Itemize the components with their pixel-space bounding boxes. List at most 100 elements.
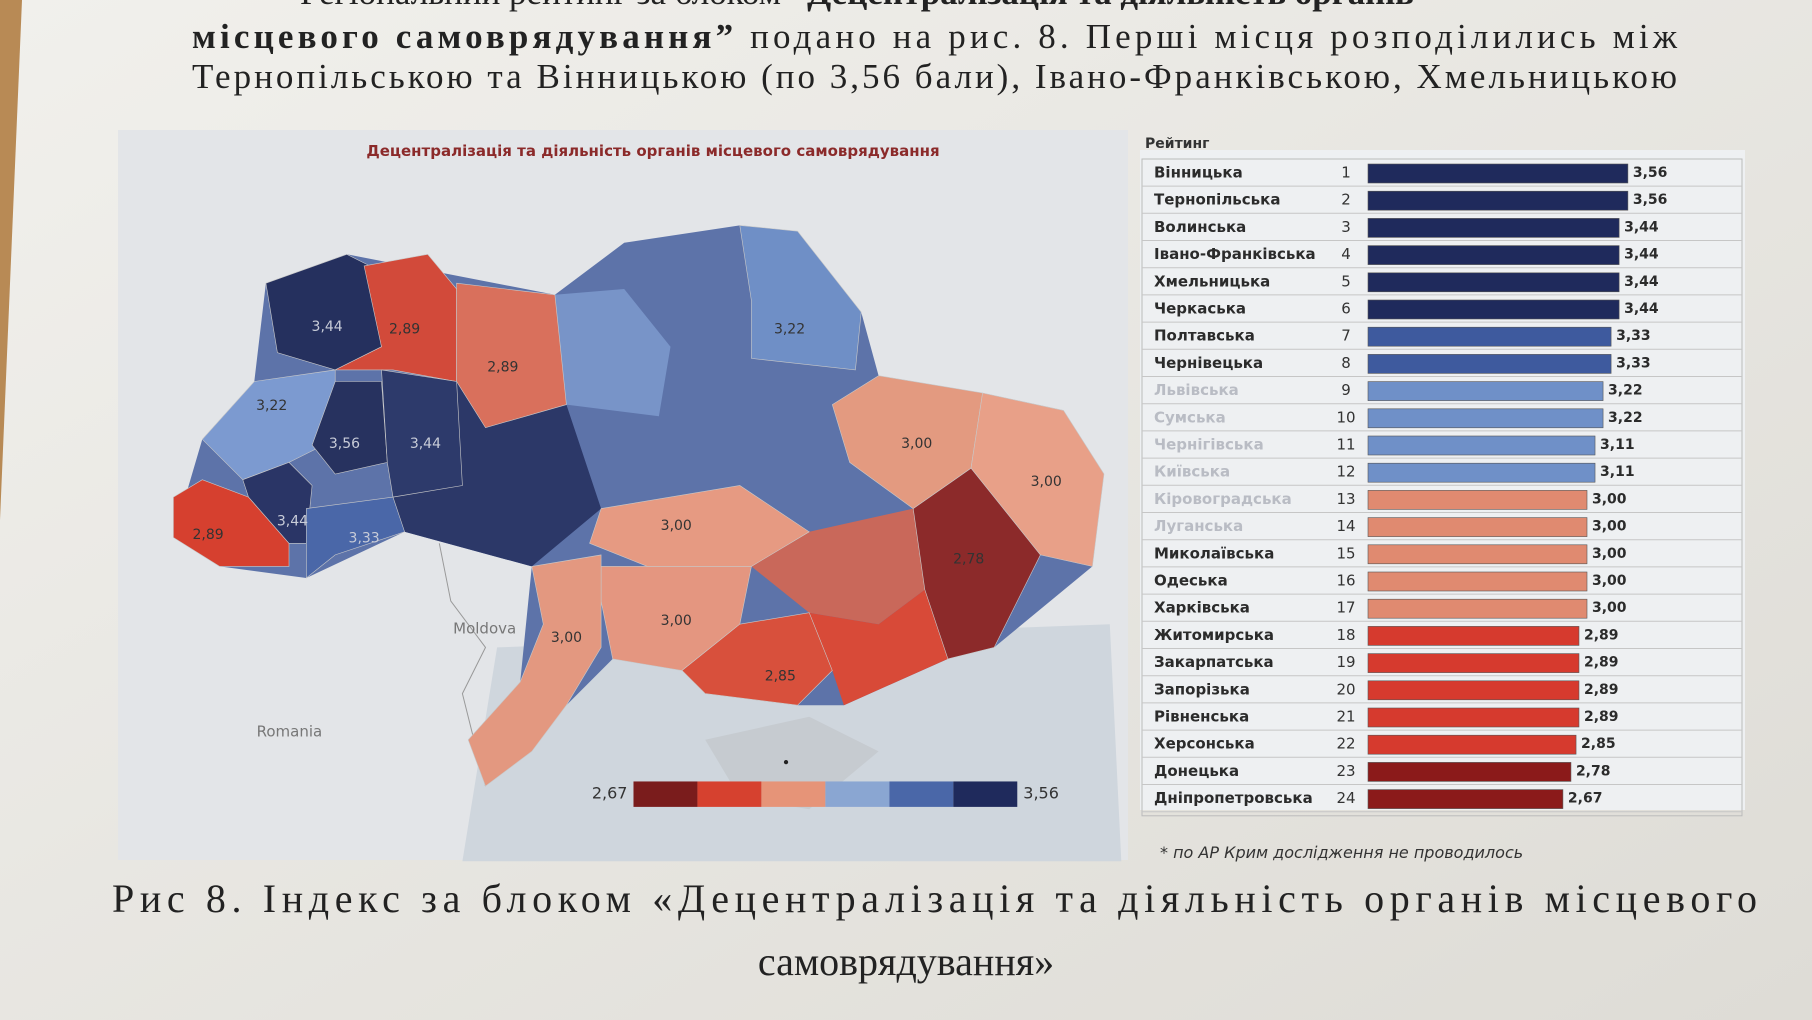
region <box>393 381 602 567</box>
region-name: Харківська <box>1154 599 1250 617</box>
bar <box>1367 354 1612 374</box>
bar <box>1367 626 1580 646</box>
region-value: 3,00 <box>1031 474 1062 490</box>
region-name: Донецька <box>1154 762 1239 780</box>
text-span: подано на рис. 8. Перші місця розподілил… <box>737 17 1678 56</box>
bar <box>1367 272 1620 293</box>
region-name: Кіровоградська <box>1154 490 1292 508</box>
rank: 1 <box>1341 164 1351 182</box>
region-value: 3,56 <box>329 436 360 452</box>
bar <box>1367 544 1588 565</box>
value-label: 3,00 <box>1592 600 1627 616</box>
bar <box>1367 680 1580 701</box>
bar <box>1367 326 1612 347</box>
bar <box>1367 571 1588 592</box>
scale-swatch <box>889 781 954 807</box>
scale-swatch <box>953 781 1018 807</box>
region-value: 3,00 <box>661 613 692 629</box>
region-value: 3,00 <box>901 436 932 452</box>
scale-min-label: 2,67 <box>592 784 628 803</box>
region-name: Чернівецька <box>1154 354 1263 372</box>
rank: 19 <box>1336 653 1355 671</box>
rank: 12 <box>1336 463 1355 481</box>
place-label: Moldova <box>453 619 516 637</box>
bar <box>1367 299 1620 320</box>
value-label: 3,00 <box>1592 546 1627 562</box>
scale-swatch <box>633 781 698 807</box>
region-value: 2,89 <box>389 321 420 337</box>
region-name: Сумська <box>1154 408 1226 426</box>
value-label: 3,56 <box>1633 192 1668 208</box>
value-label: 3,11 <box>1600 437 1635 453</box>
place-label: Romania <box>257 722 323 740</box>
region <box>739 225 862 371</box>
caption: самоврядування» <box>758 939 1054 984</box>
region-name: Вінницька <box>1154 164 1243 182</box>
bar <box>1367 190 1629 211</box>
value-label: 3,44 <box>1624 219 1659 235</box>
region-name: Житомирська <box>1154 626 1274 644</box>
footnote: * по АР Крим дослідження не проводилось <box>1160 843 1523 862</box>
text-span: Регіональний рейтинг за блоком <box>300 0 790 12</box>
rank: 2 <box>1341 191 1351 209</box>
value-label: 2,89 <box>1584 655 1619 671</box>
bar <box>1367 408 1604 429</box>
scale-swatch <box>697 781 762 807</box>
value-label: 3,22 <box>1608 410 1643 426</box>
region-name: Київська <box>1154 463 1230 481</box>
bar <box>1367 462 1596 483</box>
region-name: Полтавська <box>1154 327 1255 345</box>
value-label: 2,89 <box>1584 709 1619 725</box>
rank: 16 <box>1336 572 1355 590</box>
region-name: Миколаївська <box>1154 544 1274 562</box>
value-label: 3,33 <box>1616 328 1651 344</box>
region-name: Херсонська <box>1154 735 1255 753</box>
region-value: 2,78 <box>953 552 984 568</box>
region-value: 3,44 <box>410 436 441 452</box>
rank: 5 <box>1341 272 1351 290</box>
caption: Рис 8. Індекс за блоком «Децентралізація… <box>112 876 1757 921</box>
bar <box>1367 435 1596 456</box>
rank: 15 <box>1336 544 1355 562</box>
value-label: 3,33 <box>1616 355 1651 371</box>
rank: 17 <box>1336 599 1355 617</box>
value-label: 2,85 <box>1581 736 1616 752</box>
text-line: Регіональний рейтинг за блоком “Децентра… <box>300 0 1414 12</box>
region-value: 2,89 <box>487 360 518 376</box>
region-name: Хмельницька <box>1154 272 1270 290</box>
region-value: 3,44 <box>312 319 343 335</box>
region-value: 3,00 <box>661 518 692 534</box>
region-name: Закарпатська <box>1154 653 1274 671</box>
table-frame <box>1141 158 1743 817</box>
region <box>381 369 463 498</box>
rank: 10 <box>1336 408 1355 426</box>
region-name: Тернопільська <box>1154 191 1280 209</box>
region-value: 2,89 <box>192 527 223 543</box>
rank: 18 <box>1336 626 1355 644</box>
region-name: Львівська <box>1154 381 1239 399</box>
bar <box>1367 734 1577 755</box>
rank: 24 <box>1336 789 1355 807</box>
bar <box>1367 653 1580 673</box>
value-label: 3,22 <box>1608 383 1643 399</box>
region-value: 3,22 <box>774 321 805 337</box>
region <box>305 496 405 579</box>
bar <box>1367 163 1629 184</box>
region-value: 2,85 <box>765 668 796 684</box>
bar <box>1367 490 1588 510</box>
bar <box>1367 762 1572 782</box>
text-span: “Децентралізація та діяльність органів <box>790 0 1414 12</box>
bar <box>1367 218 1620 238</box>
region-name: Волинська <box>1154 218 1246 236</box>
value-label: 2,78 <box>1576 763 1611 779</box>
rank: 8 <box>1341 354 1351 372</box>
rank-chart: Вінницька 1 3,56 Тернопільська 2 3,56 Волинськ… <box>1141 158 1743 817</box>
region-name: Дніпропетровська <box>1154 789 1313 807</box>
scale-swatch <box>825 781 890 807</box>
rank: 14 <box>1336 517 1355 535</box>
border <box>438 543 487 787</box>
region-value: 3,33 <box>349 531 380 547</box>
region-value: 3,22 <box>256 398 287 414</box>
